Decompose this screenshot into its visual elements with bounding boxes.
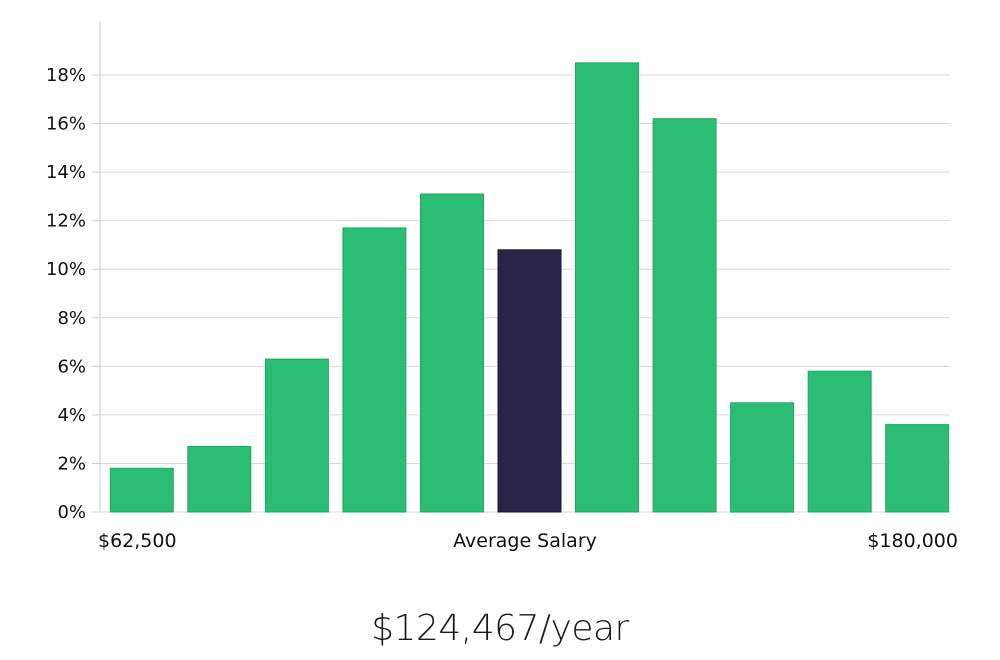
x-label-max: $180,000 (867, 530, 958, 552)
bar-10 (885, 424, 950, 513)
bar-9 (807, 370, 872, 513)
ytick-label-12: 12% (46, 211, 86, 232)
bar-average-salary (497, 249, 562, 513)
ytick-label-0: 0% (57, 502, 86, 523)
histogram-svg: 0% 2% 4% 6% 8% 10% 12% 14% 16% 18% $62,500 Averag… (46, 20, 958, 552)
ytick-label-6: 6% (57, 356, 86, 377)
x-label-center: Average Salary (453, 530, 597, 552)
y-axis-ticks: 0% 2% 4% 6% 8% 10% 12% 14% 16% 18% (46, 65, 100, 523)
average-salary-value: $124,467/year (371, 608, 629, 649)
x-label-min: $62,500 (98, 530, 177, 552)
ytick-label-4: 4% (57, 405, 86, 426)
ytick-label-16: 16% (46, 114, 86, 135)
ytick-label-14: 14% (46, 162, 86, 183)
ytick-label-18: 18% (46, 65, 86, 86)
x-axis-labels: $62,500 Average Salary $180,000 (98, 530, 958, 552)
ytick-label-2: 2% (57, 453, 86, 474)
ytick-label-8: 8% (57, 308, 86, 329)
ytick-label-10: 10% (46, 259, 86, 280)
bars (109, 62, 950, 513)
bar-7 (652, 118, 717, 513)
bar-4 (420, 193, 484, 513)
bar-0 (109, 467, 174, 513)
bar-6 (575, 62, 639, 513)
bar-2 (264, 358, 329, 513)
bar-8 (730, 402, 795, 513)
bar-1 (187, 445, 252, 513)
bar-3 (342, 227, 407, 513)
